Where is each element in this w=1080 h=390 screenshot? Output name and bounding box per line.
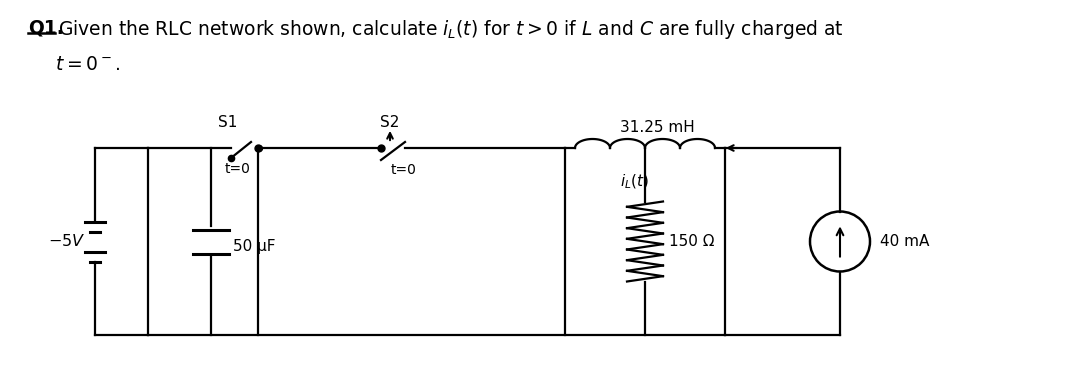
Text: t=0: t=0	[225, 162, 251, 176]
Text: 40 mA: 40 mA	[880, 234, 930, 249]
Text: 150 Ω: 150 Ω	[669, 234, 715, 249]
Text: $t=0^-$.: $t=0^-$.	[55, 55, 120, 74]
Text: Q1.: Q1.	[28, 18, 64, 37]
Text: $-5V$: $-5V$	[48, 234, 85, 250]
Text: $i_L(t)$: $i_L(t)$	[620, 173, 649, 191]
Text: t=0: t=0	[391, 163, 417, 177]
Text: Given the RLC network shown, calculate $i_L(t)$ for $t>0$ if $L$ and $C$ are ful: Given the RLC network shown, calculate $…	[58, 18, 843, 41]
Text: S2: S2	[380, 115, 400, 130]
Text: 31.25 mH: 31.25 mH	[620, 120, 694, 135]
Text: 50 μF: 50 μF	[233, 239, 275, 254]
Text: S1: S1	[218, 115, 238, 130]
